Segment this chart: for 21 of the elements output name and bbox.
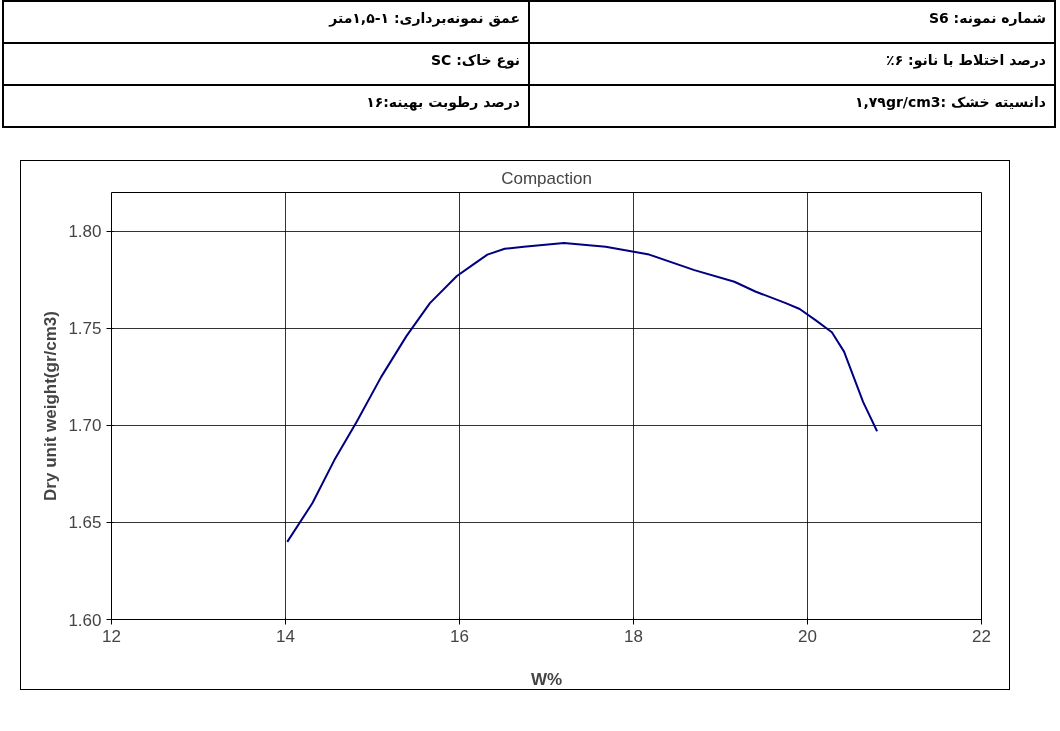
y-tick-label: 1.70 xyxy=(68,416,102,436)
y-tick-label: 1.60 xyxy=(68,610,102,630)
x-tick-label: 12 xyxy=(102,626,121,646)
x-tick-label: 18 xyxy=(624,626,643,646)
text: عمق نمونه‌برداری: ۱-۱,۵متر xyxy=(3,1,529,43)
y-tick-label: 1.65 xyxy=(68,513,102,533)
y-tick-label: 1.75 xyxy=(68,319,102,339)
x-tick-label: 22 xyxy=(972,626,991,646)
x-tick-label: 14 xyxy=(276,626,295,646)
y-tick-label: 1.80 xyxy=(68,222,102,242)
x-axis-title: W% xyxy=(530,669,563,689)
text: درصد اختلاط با نانو: ۶٪ xyxy=(529,43,1055,85)
text: شماره نمونه: S6 xyxy=(529,1,1055,43)
y-axis-title: Dry unit weight(gr/cm3) xyxy=(41,311,61,501)
x-tick-label: 20 xyxy=(798,626,817,646)
text: دانسیته خشک :۱,۷۹gr/cm3 xyxy=(529,85,1055,127)
text: درصد رطوبت بهینه:۱۶ xyxy=(3,85,529,127)
text: نوع خاک: SC xyxy=(3,43,529,85)
x-tick-label: 16 xyxy=(450,626,469,646)
chart-title: Compaction xyxy=(501,168,592,188)
line-series xyxy=(286,241,879,543)
